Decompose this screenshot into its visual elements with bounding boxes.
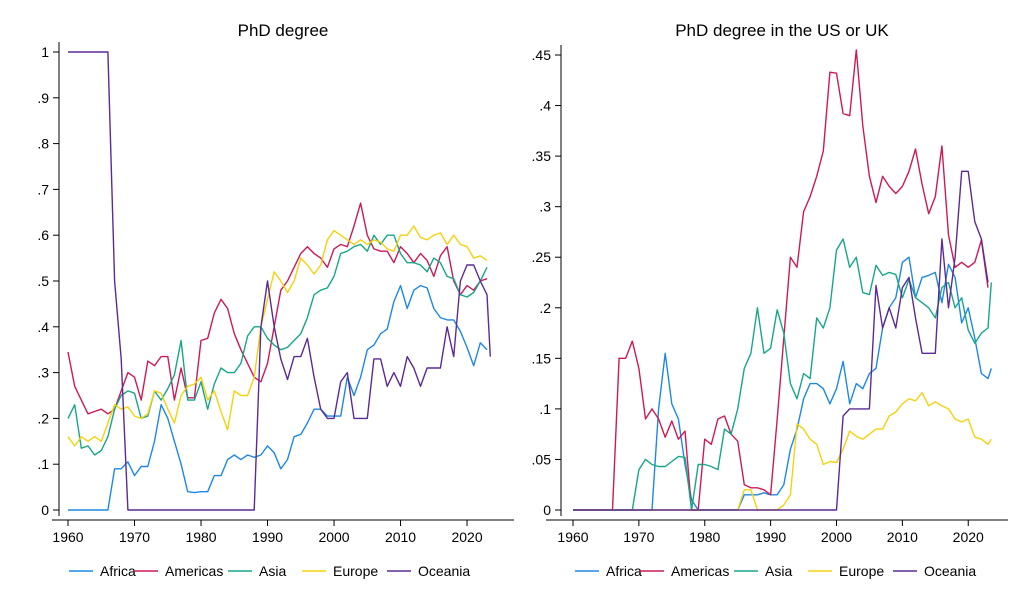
- chart-panel-phd-degree: PhD degree 0 .1 .2 .3 .4 .5 .6 .7 .8 .9 1 1960 1970 19…: [37, 21, 514, 579]
- series-line-americas: [573, 49, 989, 511]
- x-tick-label: 2010: [385, 529, 416, 545]
- x-tick-label: 2000: [821, 529, 852, 545]
- x-tick-label: 1960: [52, 529, 83, 545]
- x-tick-label: 1970: [623, 529, 654, 545]
- y-tick-label: .3: [539, 199, 551, 215]
- y-tick-label: .8: [37, 136, 49, 152]
- legend-label-europe: Europe: [333, 563, 378, 579]
- x-tick-label: 2020: [953, 529, 984, 545]
- y-tick-label: .7: [37, 181, 49, 197]
- y-tick-label: .4: [539, 98, 551, 114]
- series-line-americas: [67, 202, 488, 415]
- y-tick-label: .4: [37, 319, 49, 335]
- y-tick-label: .2: [37, 410, 49, 426]
- legend-label-africa: Africa: [100, 563, 136, 579]
- x-tick-label: 1980: [185, 529, 216, 545]
- x-tick-label: 1990: [252, 529, 283, 545]
- chart-title: PhD degree: [238, 21, 329, 40]
- y-tick-label: .1: [37, 456, 49, 472]
- x-tick-label: 1960: [557, 529, 588, 545]
- legend-label-asia: Asia: [259, 563, 286, 579]
- series-line-asia: [573, 238, 992, 511]
- chart-title: PhD degree in the US or UK: [675, 21, 889, 40]
- y-tick-label: .05: [532, 451, 552, 467]
- legend-label-americas: Americas: [165, 563, 223, 579]
- series-line-europe: [67, 225, 488, 447]
- series-line-oceania: [68, 51, 491, 511]
- x-tick-label: 1970: [119, 529, 150, 545]
- legend: Africa Americas Asia Europe Oceania: [575, 563, 976, 579]
- series-line-oceania: [573, 170, 989, 511]
- legend-label-europe: Europe: [839, 563, 884, 579]
- y-tick-label: .9: [37, 90, 49, 106]
- legend-label-oceania: Oceania: [924, 563, 976, 579]
- y-tick-label: .6: [37, 227, 49, 243]
- x-tick-label: 2020: [451, 529, 482, 545]
- x-tick-label: 2010: [887, 529, 918, 545]
- legend-label-asia: Asia: [765, 563, 792, 579]
- y-tick-label: .35: [532, 148, 552, 164]
- legend-label-americas: Americas: [671, 563, 729, 579]
- y-tick-label: 1: [41, 44, 49, 60]
- series-line-africa: [68, 284, 488, 511]
- legend: Africa Americas Asia Europe Oceania: [69, 563, 470, 579]
- series-line-africa: [573, 256, 992, 511]
- y-tick-label: .15: [532, 350, 552, 366]
- y-tick-label: 0: [543, 502, 551, 518]
- y-tick-label: .25: [532, 249, 552, 265]
- legend-label-africa: Africa: [606, 563, 642, 579]
- y-tick-label: .1: [539, 401, 551, 417]
- x-tick-label: 1980: [689, 529, 720, 545]
- x-tick-label: 2000: [318, 529, 349, 545]
- legend-label-oceania: Oceania: [418, 563, 470, 579]
- y-tick-label: .3: [37, 365, 49, 381]
- chart-panel-phd-degree-us-uk: PhD degree in the US or UK 0 .05 .1 .15 .2 .25…: [532, 21, 1008, 579]
- y-tick-label: .45: [532, 47, 552, 63]
- x-tick-label: 1990: [755, 529, 786, 545]
- y-tick-label: 0: [41, 502, 49, 518]
- y-tick-label: .2: [539, 300, 551, 316]
- series-line-europe: [573, 392, 992, 511]
- y-tick-label: .5: [37, 273, 49, 289]
- series-line-asia: [67, 234, 488, 456]
